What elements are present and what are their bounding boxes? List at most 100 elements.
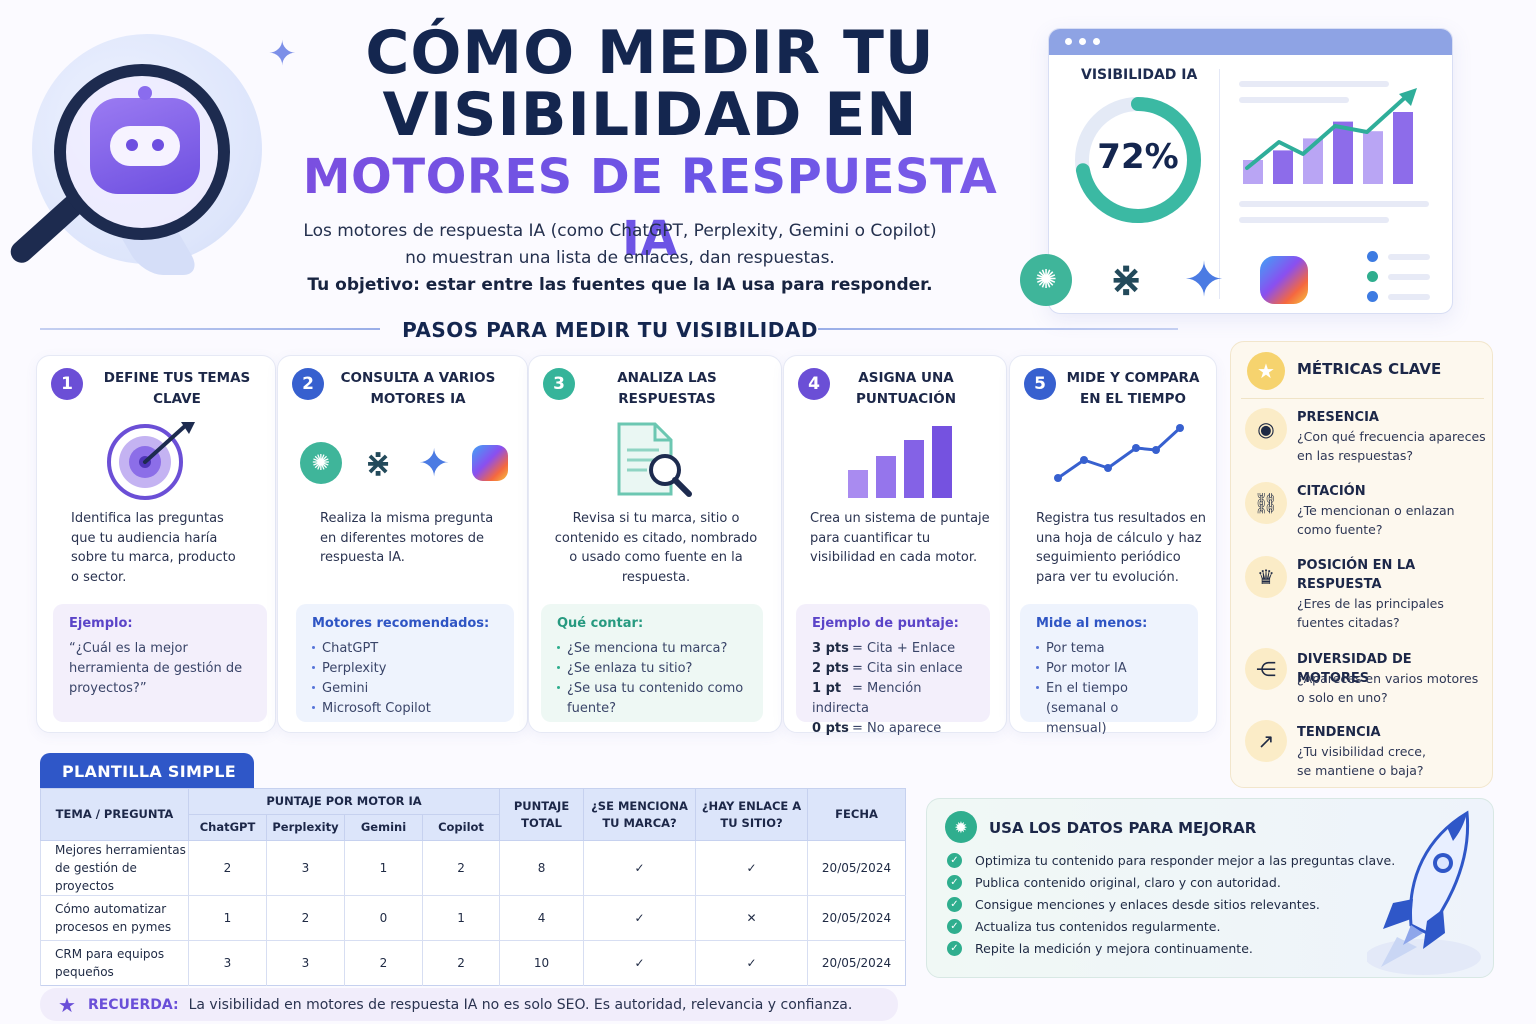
- target-icon: [107, 422, 195, 500]
- cell-score: 2: [188, 840, 267, 896]
- rocket-icon: [1367, 810, 1481, 975]
- check-icon: ✓: [947, 853, 962, 868]
- legend-list: [1367, 251, 1430, 302]
- list-item: En el tiempo (semanal o mensual): [1036, 679, 1182, 739]
- placeholder-line: [1239, 201, 1429, 207]
- metric-desc: ¿Te mencionan o enlazan como fuente?: [1297, 503, 1455, 537]
- reminder-banner: ★ RECUERDA: La visibilidad en motores de…: [40, 988, 898, 1021]
- step-title: CONSULTA A VARIOS MOTORES IA: [340, 370, 496, 407]
- visibility-dashboard: VISIBILIDAD IA 72%: [1048, 28, 1453, 314]
- cell-score: 3: [266, 840, 345, 896]
- step-title: ANALIZA LAS RESPUESTAS: [617, 370, 717, 407]
- header-topic: TEMA / PREGUNTA: [40, 788, 189, 841]
- cell-score: 2: [344, 940, 423, 986]
- sparkle-icon: ✦: [268, 34, 297, 74]
- metric-title: PRESENCIA: [1297, 410, 1379, 425]
- star-icon: ★: [1247, 352, 1285, 390]
- metric-desc: ¿Apareces en varios motores o solo en un…: [1297, 671, 1479, 705]
- check-icon: ✓: [947, 941, 962, 956]
- page-title: CÓMO MEDIR TU VISIBILIDAD EN MOTORES DE …: [290, 22, 1010, 270]
- cell-score: 3: [266, 940, 345, 986]
- cell-date: 20/05/2024: [807, 840, 906, 896]
- reminder-label: RECUERDA:: [87, 996, 179, 1013]
- gemini-icon: ✦: [418, 441, 450, 485]
- bar-score-icon: [848, 426, 952, 498]
- steps-title: PASOS PARA MEDIR TU VISIBILIDAD: [402, 318, 818, 342]
- star-icon: ★: [58, 992, 76, 1017]
- trend-line-icon: [1054, 424, 1184, 482]
- check-icon: ✓: [695, 840, 808, 896]
- intro-line-1: Los motores de respuesta IA (como ChatGP…: [303, 221, 937, 241]
- check-icon: ✓: [695, 940, 808, 986]
- step-measure-box: Mide al menos: Por tema Por motor IA En …: [1020, 604, 1198, 736]
- step-number: 4: [798, 368, 830, 400]
- score-row: 3 pts = Cita + Enlace: [812, 641, 956, 656]
- metrics-divider: [1241, 398, 1484, 399]
- dashboard-bar: [1393, 112, 1413, 184]
- perplexity-icon: ⋇: [1109, 257, 1143, 303]
- cell-total: 4: [499, 895, 584, 941]
- step-title: MIDE Y COMPARA EN EL TIEMPO: [1066, 370, 1200, 407]
- metric-title: POSICIÓN EN LA RESPUESTA: [1297, 558, 1416, 592]
- list-item: ¿Se enlaza tu sitio?: [557, 659, 747, 679]
- step-title: ASIGNA UNA PUNTUACIÓN: [855, 370, 957, 407]
- visibility-percent: 72%: [1097, 137, 1179, 177]
- list-item: ✓ Repite la medición y mejora continuamen…: [947, 941, 1253, 956]
- chatgpt-icon: ✺: [300, 442, 342, 484]
- metrics-title: MÉTRICAS CLAVE: [1297, 360, 1442, 378]
- divider-right: [818, 328, 1178, 330]
- table-row: Mejores herramientas de gestión de proye…: [40, 840, 906, 896]
- reminder-text: La visibilidad en motores de respuesta I…: [188, 996, 853, 1013]
- placeholder-line: [1239, 81, 1389, 87]
- step-card-1: 1 DEFINE TUS TEMAS CLAVE Identifica las …: [36, 355, 276, 733]
- header-gemini: Gemini: [344, 814, 423, 841]
- box-title: Qué contar:: [557, 616, 644, 631]
- list-item: Gemini: [312, 679, 498, 699]
- intro-text: Los motores de respuesta IA (como ChatGP…: [250, 218, 990, 299]
- metric-desc: ¿Eres de las principales fuentes citadas…: [1297, 596, 1444, 630]
- dashboard-label: VISIBILIDAD IA: [1081, 67, 1198, 83]
- perplexity-icon: ⋇: [364, 444, 392, 482]
- metric-desc: ¿Con qué frecuencia apareces en las resp…: [1297, 429, 1486, 463]
- growth-chart: [1243, 88, 1417, 184]
- cell-total: 8: [499, 840, 584, 896]
- check-icon: ✓: [583, 840, 696, 896]
- list-item: Por motor IA: [1036, 659, 1182, 679]
- metric-title: DIVERSIDAD DE MOTORES: [1297, 652, 1412, 686]
- placeholder-line: [1239, 97, 1349, 103]
- use-data-panel: ✹ USA LOS DATOS PARA MEJORAR ✓ Optimiza t…: [926, 798, 1494, 978]
- cell-total: 10: [499, 940, 584, 986]
- dashboard-divider: [1219, 69, 1220, 299]
- step-card-4: 4 ASIGNA UNA PUNTUACIÓN Crea un sistema …: [783, 355, 1007, 736]
- step-number: 3: [543, 368, 575, 400]
- step-card-3: 3 ANALIZA LAS RESPUESTAS Revisa si tu ma…: [528, 355, 782, 733]
- cell-score: 2: [421, 940, 500, 986]
- step-count-box: Qué contar: ¿Se menciona tu marca? ¿Se e…: [541, 604, 763, 722]
- step-description: Revisa si tu marca, sitio o contenido es…: [554, 511, 758, 585]
- copilot-icon: [1260, 256, 1308, 304]
- cell-topic: Cómo automatizar procesos en pymes: [40, 895, 189, 941]
- metric-desc: ¿Tu visibilidad crece, se mantiene o baj…: [1297, 744, 1426, 778]
- title-line-1: CÓMO MEDIR TU: [365, 18, 935, 88]
- box-title: Mide al menos:: [1036, 616, 1148, 631]
- header-mention: ¿SE MENCIONA TU MARCA?: [583, 788, 697, 841]
- cell-score: 0: [344, 895, 423, 941]
- intro-goal: Tu objetivo: estar entre las fuentes que…: [307, 275, 933, 295]
- dashboard-bar: [1273, 150, 1293, 184]
- engine-logos: ✺ ⋇ ✦: [300, 441, 508, 485]
- window-titlebar: [1049, 29, 1452, 55]
- check-icon: ✓: [583, 895, 696, 941]
- list-item: Perplexity: [312, 659, 498, 679]
- score-row: 1 pt = Mención indirecta: [812, 681, 922, 716]
- box-title: Ejemplo:: [69, 616, 133, 631]
- table-row: Cómo automatizar procesos en pymes 1 2 0…: [40, 895, 906, 941]
- link-icon: ⛓: [1245, 482, 1287, 524]
- list-item: ChatGPT: [312, 639, 498, 659]
- header-copilot: Copilot: [421, 814, 501, 841]
- window-dot: [1093, 38, 1100, 45]
- divider-left: [40, 328, 380, 330]
- step-card-5: 5 MIDE Y COMPARA EN EL TIEMPO Registra t…: [1009, 355, 1217, 736]
- header-link: ¿HAY ENLACE A TU SITIO?: [695, 788, 809, 841]
- use-data-title: USA LOS DATOS PARA MEJORAR: [989, 819, 1257, 837]
- metric-title: TENDENCIA: [1297, 725, 1381, 740]
